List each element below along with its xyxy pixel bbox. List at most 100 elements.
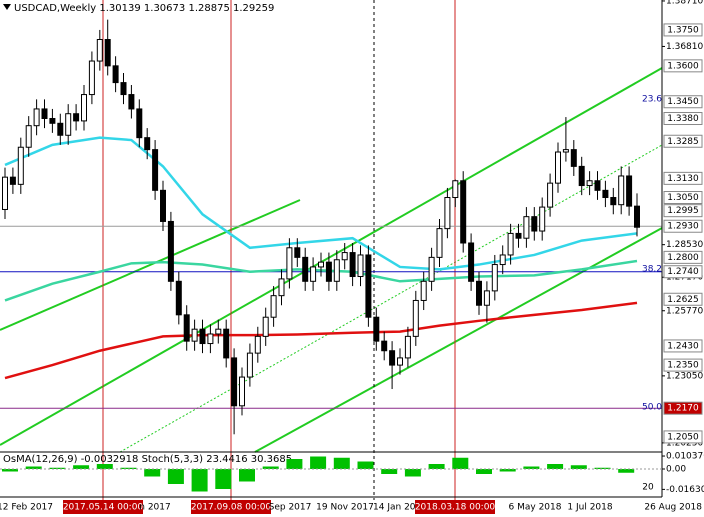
candle-body bbox=[65, 113, 72, 136]
osma-bar bbox=[239, 469, 255, 482]
level-box bbox=[663, 430, 703, 444]
level-label: 1.2350 bbox=[667, 361, 699, 371]
channel-line bbox=[254, 227, 663, 453]
candle-body bbox=[404, 335, 411, 359]
candle-body bbox=[570, 149, 577, 167]
candle-body bbox=[286, 247, 293, 280]
x-tick-label: 12 Feb 2017 bbox=[0, 503, 53, 513]
osma-bar bbox=[547, 464, 564, 469]
candle-body bbox=[436, 228, 443, 258]
x-tick-label: 26 Aug 2018 bbox=[644, 503, 702, 513]
candle-body bbox=[365, 254, 372, 318]
level-label: 1.3285 bbox=[667, 137, 699, 147]
level-box bbox=[663, 59, 703, 73]
y-tick-label: 0.00 bbox=[666, 465, 686, 475]
y-tick-label: 1.28530 bbox=[666, 240, 703, 250]
candle-body bbox=[49, 118, 56, 124]
header-icon bbox=[3, 4, 11, 10]
candle-body bbox=[81, 94, 87, 122]
candle-body bbox=[349, 252, 356, 278]
osma-bar bbox=[428, 464, 445, 469]
osma-bar bbox=[310, 456, 327, 469]
level-box bbox=[663, 171, 703, 185]
osma-bar bbox=[357, 461, 374, 469]
y-tick-label: 1.25770 bbox=[666, 306, 703, 316]
moving-average bbox=[4, 259, 638, 302]
candle-body bbox=[41, 108, 48, 120]
level-label: 1.3050 bbox=[667, 193, 699, 203]
candle-body bbox=[428, 256, 435, 282]
candle-body bbox=[17, 146, 24, 185]
fib-label: 23.6 bbox=[642, 95, 662, 105]
close: 1.29259 bbox=[233, 3, 274, 14]
level-box bbox=[663, 292, 703, 306]
candle-body bbox=[88, 60, 95, 96]
candle-body bbox=[152, 149, 159, 191]
candle-body bbox=[9, 176, 16, 185]
osma-bar bbox=[96, 464, 113, 469]
candle-body bbox=[618, 175, 625, 206]
fib-label: 50.0 bbox=[642, 403, 662, 413]
candle-body bbox=[254, 335, 261, 354]
header: USDCAD,Weekly 1.30139 1.30673 1.28875 1.… bbox=[14, 3, 274, 14]
candle-body bbox=[128, 94, 135, 110]
candle-body bbox=[634, 205, 640, 228]
candle-body bbox=[199, 328, 206, 345]
candle-body bbox=[499, 254, 506, 266]
osma-bar bbox=[499, 469, 516, 472]
osma-bar bbox=[167, 469, 184, 484]
candle-body bbox=[2, 176, 8, 210]
x-tick-label: 1 Jul 2018 bbox=[567, 503, 612, 513]
candle-body bbox=[325, 261, 332, 282]
fib-label: 38.2 bbox=[642, 265, 662, 275]
level-box bbox=[663, 250, 703, 264]
x-label-box bbox=[415, 500, 495, 514]
x-tick-label: 14 Jan 2018 bbox=[373, 503, 427, 513]
candle-body bbox=[57, 122, 64, 136]
candle-body bbox=[136, 108, 143, 139]
level-label: 1.3130 bbox=[667, 174, 699, 184]
y-tick-label: 1.38710 bbox=[666, 0, 703, 6]
candle-body bbox=[33, 108, 40, 127]
candle-body bbox=[278, 278, 285, 297]
candle-body bbox=[25, 125, 32, 148]
level-box bbox=[663, 358, 703, 372]
level-box bbox=[663, 339, 703, 353]
level-box bbox=[663, 134, 703, 148]
candle-body bbox=[73, 113, 80, 122]
candle-body bbox=[578, 165, 585, 187]
candle-body bbox=[602, 189, 609, 199]
osma-bar bbox=[452, 457, 469, 469]
candle-body bbox=[452, 180, 459, 199]
level-label: 1.2170 bbox=[667, 404, 699, 414]
y-tick-label: 1.36810 bbox=[666, 42, 703, 52]
candle-body bbox=[555, 151, 561, 184]
x-tick-label: 19 Nov 2017 bbox=[316, 503, 374, 513]
level-box bbox=[663, 204, 703, 218]
candle-body bbox=[175, 280, 182, 316]
candle-body bbox=[207, 333, 214, 345]
candle-body bbox=[357, 254, 364, 278]
candle-body bbox=[412, 299, 419, 337]
candle-body bbox=[215, 328, 222, 335]
x-tick-label: n 2017 bbox=[139, 503, 170, 513]
candle-body bbox=[302, 256, 309, 282]
osma-bar bbox=[523, 466, 540, 469]
osma-bar bbox=[2, 469, 18, 472]
osma-bar bbox=[73, 465, 90, 469]
level-label: 1.2625 bbox=[667, 295, 699, 305]
candle-body bbox=[270, 295, 277, 318]
x-label-box bbox=[63, 500, 143, 514]
moving-average bbox=[4, 301, 638, 380]
candle-body bbox=[144, 137, 151, 151]
osma-bar bbox=[594, 467, 611, 469]
osma-bar bbox=[570, 465, 587, 469]
osma-bar bbox=[215, 469, 232, 489]
candle-body bbox=[239, 376, 245, 407]
level-box bbox=[663, 23, 703, 37]
candle-body bbox=[120, 82, 127, 96]
low: 1.28875 bbox=[188, 3, 229, 14]
level-box bbox=[663, 265, 703, 279]
y-tick-label: 1.23050 bbox=[666, 371, 703, 381]
